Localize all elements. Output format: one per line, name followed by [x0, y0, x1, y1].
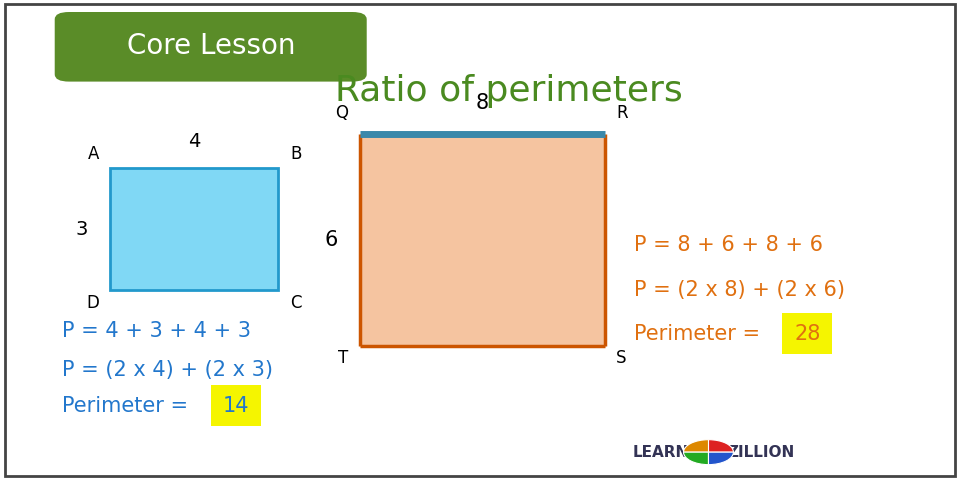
Bar [360, 134, 605, 346]
Text: 14: 14 [223, 396, 250, 416]
Text: LEARN: LEARN [633, 444, 689, 460]
FancyBboxPatch shape [55, 12, 367, 82]
Text: D: D [86, 294, 99, 312]
Text: Ratio of perimeters: Ratio of perimeters [335, 74, 683, 108]
Text: Q: Q [335, 104, 348, 122]
Text: P = (2 x 4) + (2 x 3): P = (2 x 4) + (2 x 3) [62, 360, 274, 380]
Text: 8: 8 [476, 93, 489, 113]
Text: Perimeter =: Perimeter = [634, 324, 766, 344]
Wedge shape [684, 452, 708, 465]
Wedge shape [708, 440, 733, 452]
Text: 3: 3 [76, 220, 87, 239]
Wedge shape [684, 440, 708, 452]
Text: Perimeter =: Perimeter = [62, 396, 195, 416]
Text: P = 8 + 6 + 8 + 6: P = 8 + 6 + 8 + 6 [634, 235, 823, 255]
Text: 28: 28 [794, 324, 821, 344]
Text: P = 4 + 3 + 4 + 3: P = 4 + 3 + 4 + 3 [62, 321, 252, 341]
Bar [110, 168, 278, 290]
FancyBboxPatch shape [211, 385, 261, 426]
Text: 6: 6 [324, 230, 338, 250]
Text: C: C [290, 294, 301, 312]
Text: S: S [616, 349, 627, 368]
Text: A: A [87, 145, 99, 163]
Text: T: T [338, 349, 348, 368]
Wedge shape [708, 452, 733, 465]
Text: B: B [290, 145, 301, 163]
Text: Core Lesson: Core Lesson [127, 32, 296, 60]
FancyBboxPatch shape [782, 313, 832, 354]
Text: 4: 4 [188, 132, 201, 151]
Text: ZILLION: ZILLION [728, 444, 795, 460]
Text: R: R [616, 104, 628, 122]
Text: P = (2 x 8) + (2 x 6): P = (2 x 8) + (2 x 6) [634, 280, 845, 300]
